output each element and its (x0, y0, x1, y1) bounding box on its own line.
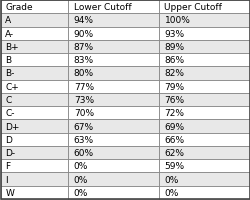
Text: 73%: 73% (74, 96, 94, 104)
Bar (158, 146, 249, 159)
Bar (1, 186, 68, 199)
Bar (68, 133, 158, 146)
Text: A: A (5, 16, 11, 25)
Bar (68, 159, 158, 173)
Bar (158, 120, 249, 133)
Bar (68, 186, 158, 199)
Text: B+: B+ (5, 43, 19, 52)
Bar (1, 67, 68, 80)
Text: 83%: 83% (74, 56, 94, 65)
Text: 79%: 79% (164, 82, 184, 91)
Bar (158, 41, 249, 54)
Text: 72%: 72% (164, 109, 184, 118)
Text: A-: A- (5, 30, 14, 38)
Text: W: W (5, 188, 14, 197)
Text: I: I (5, 175, 8, 184)
Text: 80%: 80% (74, 69, 94, 78)
Text: 0%: 0% (164, 188, 178, 197)
Bar (68, 107, 158, 120)
Bar (158, 173, 249, 186)
Text: 0%: 0% (74, 188, 88, 197)
Bar (1, 133, 68, 146)
Text: 82%: 82% (164, 69, 184, 78)
Bar (158, 1, 249, 14)
Text: 59%: 59% (164, 162, 184, 170)
Text: 94%: 94% (74, 16, 94, 25)
Bar (1, 146, 68, 159)
Text: 93%: 93% (164, 30, 184, 38)
Bar (158, 159, 249, 173)
Bar (158, 186, 249, 199)
Bar (1, 27, 68, 41)
Bar (1, 14, 68, 27)
Text: C-: C- (5, 109, 15, 118)
Text: Upper Cutoff: Upper Cutoff (164, 3, 222, 12)
Bar (68, 27, 158, 41)
Text: 60%: 60% (74, 148, 94, 157)
Text: Grade: Grade (5, 3, 33, 12)
Bar (1, 93, 68, 107)
Text: 67%: 67% (74, 122, 94, 131)
Bar (68, 67, 158, 80)
Bar (1, 120, 68, 133)
Text: D: D (5, 135, 12, 144)
Text: 86%: 86% (164, 56, 184, 65)
Bar (158, 133, 249, 146)
Bar (158, 27, 249, 41)
Text: 0%: 0% (74, 175, 88, 184)
Text: 62%: 62% (164, 148, 184, 157)
Text: 63%: 63% (74, 135, 94, 144)
Bar (68, 41, 158, 54)
Text: 87%: 87% (74, 43, 94, 52)
Bar (1, 41, 68, 54)
Bar (68, 80, 158, 93)
Text: 66%: 66% (164, 135, 184, 144)
Text: D+: D+ (5, 122, 20, 131)
Text: 0%: 0% (74, 162, 88, 170)
Text: 0%: 0% (164, 175, 178, 184)
Bar (158, 107, 249, 120)
Text: 100%: 100% (164, 16, 190, 25)
Text: Lower Cutoff: Lower Cutoff (74, 3, 131, 12)
Text: C: C (5, 96, 12, 104)
Text: D-: D- (5, 148, 15, 157)
Bar (68, 93, 158, 107)
Text: F: F (5, 162, 10, 170)
Text: B: B (5, 56, 11, 65)
Bar (1, 80, 68, 93)
Text: 89%: 89% (164, 43, 184, 52)
Bar (1, 1, 68, 14)
Bar (158, 67, 249, 80)
Bar (158, 93, 249, 107)
Bar (158, 54, 249, 67)
Text: B-: B- (5, 69, 15, 78)
Bar (1, 54, 68, 67)
Text: 76%: 76% (164, 96, 184, 104)
Bar (158, 80, 249, 93)
Text: 70%: 70% (74, 109, 94, 118)
Text: 77%: 77% (74, 82, 94, 91)
Bar (68, 146, 158, 159)
Bar (1, 173, 68, 186)
Bar (68, 54, 158, 67)
Bar (1, 159, 68, 173)
Bar (68, 120, 158, 133)
Bar (68, 173, 158, 186)
Text: 69%: 69% (164, 122, 184, 131)
Text: 90%: 90% (74, 30, 94, 38)
Bar (68, 14, 158, 27)
Bar (158, 14, 249, 27)
Bar (68, 1, 158, 14)
Bar (1, 107, 68, 120)
Text: C+: C+ (5, 82, 19, 91)
